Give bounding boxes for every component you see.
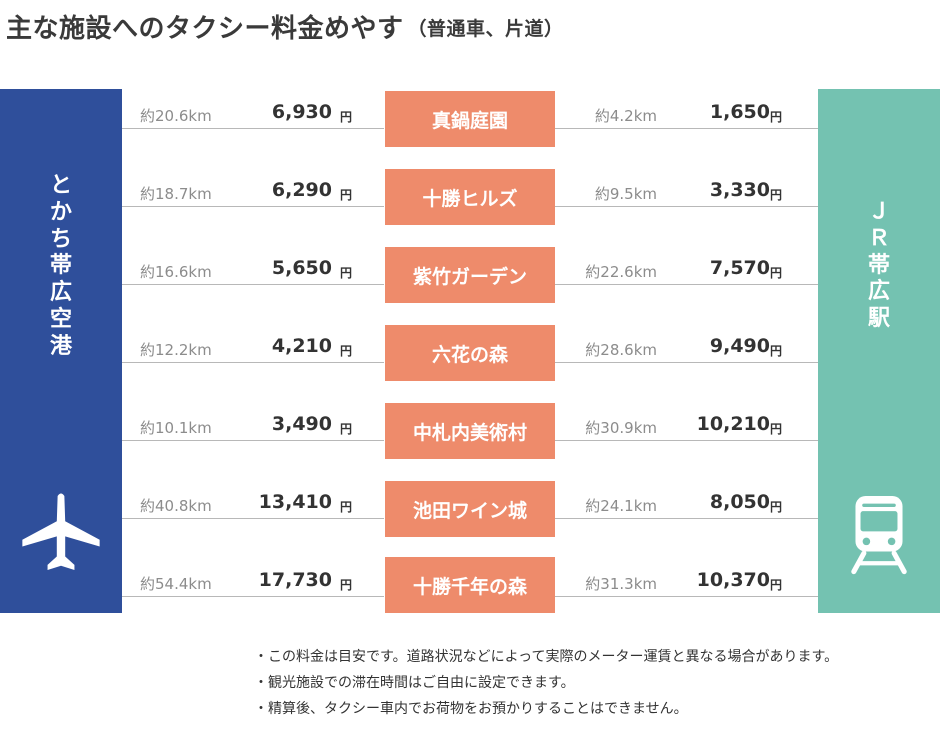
airport-fare-unit: 円 — [340, 344, 353, 358]
notes: ・この料金は目安です。道路状況などによって実際のメーター運賃と異なる場合がありま… — [254, 644, 838, 722]
destination-name: 六花の森 — [385, 325, 555, 381]
airport-label-char: か — [49, 199, 72, 225]
airport-fare-unit: 円 — [340, 422, 353, 436]
row-divider — [555, 362, 818, 363]
airport-label-char: 空 — [49, 307, 72, 333]
airport-distance: 約40.8km — [140, 497, 212, 515]
airport-label-char: 港 — [49, 333, 72, 359]
station-label-char: Ｒ — [867, 225, 890, 251]
destination-name: 紫竹ガーデン — [385, 247, 555, 303]
station-distance: 約30.9km — [585, 419, 657, 437]
station-fare: 3,330 — [709, 179, 770, 201]
airport-distance: 約54.4km — [140, 575, 212, 593]
station-fare: 1,650 — [709, 101, 770, 123]
row-divider — [555, 518, 818, 519]
airport-distance: 約20.6km — [140, 107, 212, 125]
title-subtitle: （普通車、片道） — [407, 18, 564, 40]
row-divider — [122, 440, 384, 441]
station-fare-unit: 円 — [770, 188, 783, 202]
destination-name: 十勝ヒルズ — [385, 169, 555, 225]
row-divider — [555, 596, 818, 597]
airport-distance: 約10.1km — [140, 419, 212, 437]
airport-fare-unit: 円 — [340, 266, 353, 280]
station-fare-unit: 円 — [770, 344, 783, 358]
station-fare: 7,570 — [709, 257, 770, 279]
airport-fare: 6,290 — [271, 179, 332, 201]
airport-distance: 約16.6km — [140, 263, 212, 281]
station-fare-unit: 円 — [770, 266, 783, 280]
airport-label-char: 帯 — [49, 253, 72, 279]
station-fare: 10,370 — [696, 569, 770, 591]
airport-fare: 6,930 — [271, 101, 332, 123]
airport-fare-unit: 円 — [340, 500, 353, 514]
row-divider — [555, 206, 818, 207]
row-divider — [555, 440, 818, 441]
station-fare-unit: 円 — [770, 110, 783, 124]
airport-label-char: ち — [49, 226, 72, 252]
airport-label: と か ち 帯 広 空 港 — [0, 173, 122, 361]
train-icon — [851, 496, 907, 575]
station-label-char: 駅 — [867, 306, 890, 332]
airport-fare-unit: 円 — [340, 110, 353, 124]
airport-distance: 約12.2km — [140, 341, 212, 359]
airport-fare-unit: 円 — [340, 188, 353, 202]
station-distance: 約22.6km — [585, 263, 657, 281]
station-distance: 約9.5km — [594, 185, 657, 203]
row-divider — [555, 284, 818, 285]
station-label: Ｊ Ｒ 帯 広 駅 — [818, 199, 940, 333]
station-column: Ｊ Ｒ 帯 広 駅 — [818, 89, 940, 613]
airport-fare: 4,210 — [271, 335, 332, 357]
note-line: ・観光施設での滞在時間はご自由に設定できます。 — [254, 675, 575, 691]
airport-distance: 約18.7km — [140, 185, 212, 203]
station-distance: 約31.3km — [585, 575, 657, 593]
row-divider — [555, 128, 818, 129]
airport-column: と か ち 帯 広 空 港 — [0, 89, 122, 613]
title-main: 主な施設へのタクシー料金めやす — [6, 14, 404, 44]
station-label-char: 帯 — [867, 252, 890, 278]
page-title: 主な施設へのタクシー料金めやす （普通車、片道） — [6, 8, 564, 45]
row-divider — [122, 284, 384, 285]
row-divider — [122, 128, 384, 129]
airplane-icon — [22, 493, 100, 570]
destination-name: 池田ワイン城 — [385, 481, 555, 537]
airport-fare: 13,410 — [258, 491, 332, 513]
destination-name: 真鍋庭園 — [385, 91, 555, 147]
airport-fare: 5,650 — [271, 257, 332, 279]
station-fare-unit: 円 — [770, 422, 783, 436]
station-fare-unit: 円 — [770, 578, 783, 592]
destination-name: 中札内美術村 — [385, 403, 555, 459]
station-distance: 約28.6km — [585, 341, 657, 359]
row-divider — [122, 518, 384, 519]
station-fare: 10,210 — [696, 413, 770, 435]
station-fare: 9,490 — [709, 335, 770, 357]
note-line: ・この料金は目安です。道路状況などによって実際のメーター運賃と異なる場合がありま… — [254, 649, 839, 665]
station-fare: 8,050 — [709, 491, 770, 513]
row-divider — [122, 362, 384, 363]
row-divider — [122, 206, 384, 207]
airport-fare: 17,730 — [258, 569, 332, 591]
station-label-char: 広 — [867, 279, 890, 305]
note-line: ・精算後、タクシー車内でお荷物をお預かりすることはできません。 — [254, 701, 688, 717]
airport-fare: 3,490 — [271, 413, 332, 435]
station-label-char: Ｊ — [867, 199, 890, 224]
airport-fare-unit: 円 — [340, 578, 353, 592]
airport-label-char: と — [49, 173, 72, 198]
destination-name: 十勝千年の森 — [385, 557, 555, 613]
station-fare-unit: 円 — [770, 500, 783, 514]
station-distance: 約24.1km — [585, 497, 657, 515]
station-distance: 約4.2km — [594, 107, 657, 125]
row-divider — [122, 596, 384, 597]
airport-label-char: 広 — [49, 280, 72, 306]
